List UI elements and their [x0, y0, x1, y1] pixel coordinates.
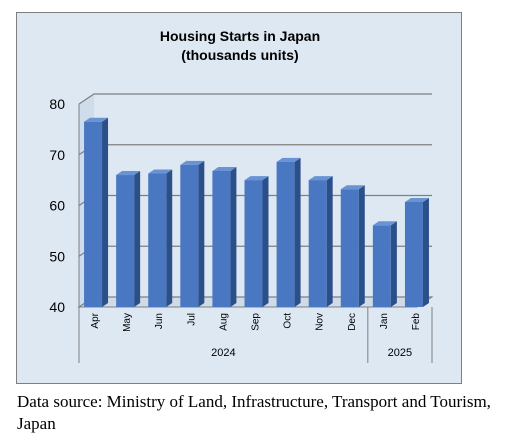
y-tick-label: 80 — [49, 96, 65, 112]
bar-front — [404, 201, 423, 307]
bar-top — [372, 221, 397, 226]
bar-top — [404, 197, 429, 202]
housing-starts-chart: Housing Starts in Japan (thousands units… — [49, 28, 434, 363]
chart-frame: Housing Starts in Japan (thousands units… — [16, 12, 462, 384]
bar-front — [308, 180, 327, 307]
bar-front — [148, 173, 167, 307]
x-axis: Apr May Jun Jul Aug Sep Oct Nov Dec Jan Feb 2024 202… — [78, 307, 433, 363]
bar-front — [180, 164, 199, 307]
bar-front — [340, 189, 359, 307]
bar-front — [276, 161, 295, 307]
bar — [148, 169, 173, 307]
bar — [244, 176, 269, 307]
bar-top — [180, 160, 205, 165]
gridline — [78, 93, 432, 105]
y-axis-ticks: 40 50 60 70 80 — [49, 96, 65, 315]
bar-side — [326, 176, 333, 307]
bar — [308, 176, 333, 307]
x-tick-label: Jan — [379, 313, 390, 329]
x-tick-label: Jul — [186, 313, 197, 326]
x-tick-label: Sep — [251, 313, 262, 331]
bar — [84, 117, 109, 307]
x-tick-label: Jun — [154, 313, 165, 329]
x-tick-label: Feb — [411, 313, 422, 331]
bar-top — [212, 166, 237, 171]
gridline — [78, 144, 432, 156]
bar-side — [422, 197, 429, 307]
bar — [404, 197, 429, 307]
bar-side — [102, 117, 109, 307]
bar — [276, 157, 301, 307]
bar-front — [212, 170, 231, 307]
x-tick-label: Oct — [283, 313, 294, 329]
bar-top — [276, 157, 301, 162]
x-tick-label: Nov — [315, 313, 326, 331]
y-tick-label: 60 — [49, 198, 65, 214]
x-group-label: 2025 — [388, 347, 412, 359]
bar-front — [84, 121, 103, 307]
x-tick-label: May — [122, 313, 133, 332]
bar-top — [340, 185, 365, 190]
x-tick-label: Aug — [218, 313, 229, 331]
y-tick-label: 40 — [49, 299, 65, 315]
x-tick-label: Apr — [90, 312, 101, 328]
bar-top — [116, 171, 141, 176]
bar-side — [134, 171, 141, 307]
bar-side — [390, 221, 397, 307]
source-note: Data source: Ministry of Land, Infrastru… — [17, 392, 491, 433]
bar-top — [148, 169, 173, 174]
bar-front — [244, 180, 263, 307]
bar-top — [84, 117, 109, 122]
x-tick-label: Dec — [347, 313, 358, 331]
bar-side — [198, 160, 205, 307]
bar-side — [166, 169, 173, 307]
bar — [372, 221, 397, 307]
x-group-label: 2024 — [211, 347, 235, 359]
bar — [212, 166, 237, 307]
bar-top — [244, 176, 269, 181]
bar — [340, 185, 365, 307]
y-tick-label: 70 — [49, 147, 65, 163]
chart-subtitle: (thousands units) — [181, 47, 298, 63]
bar-side — [358, 185, 365, 307]
bar-side — [262, 176, 269, 307]
bar — [180, 160, 205, 307]
bar — [116, 171, 141, 307]
bar-front — [372, 225, 391, 307]
bar-side — [294, 157, 301, 307]
bar-front — [116, 175, 135, 307]
bar-side — [230, 166, 237, 307]
bar-top — [308, 176, 333, 181]
chart-title: Housing Starts in Japan — [160, 28, 320, 44]
y-tick-label: 50 — [49, 248, 65, 264]
bars — [84, 117, 429, 307]
